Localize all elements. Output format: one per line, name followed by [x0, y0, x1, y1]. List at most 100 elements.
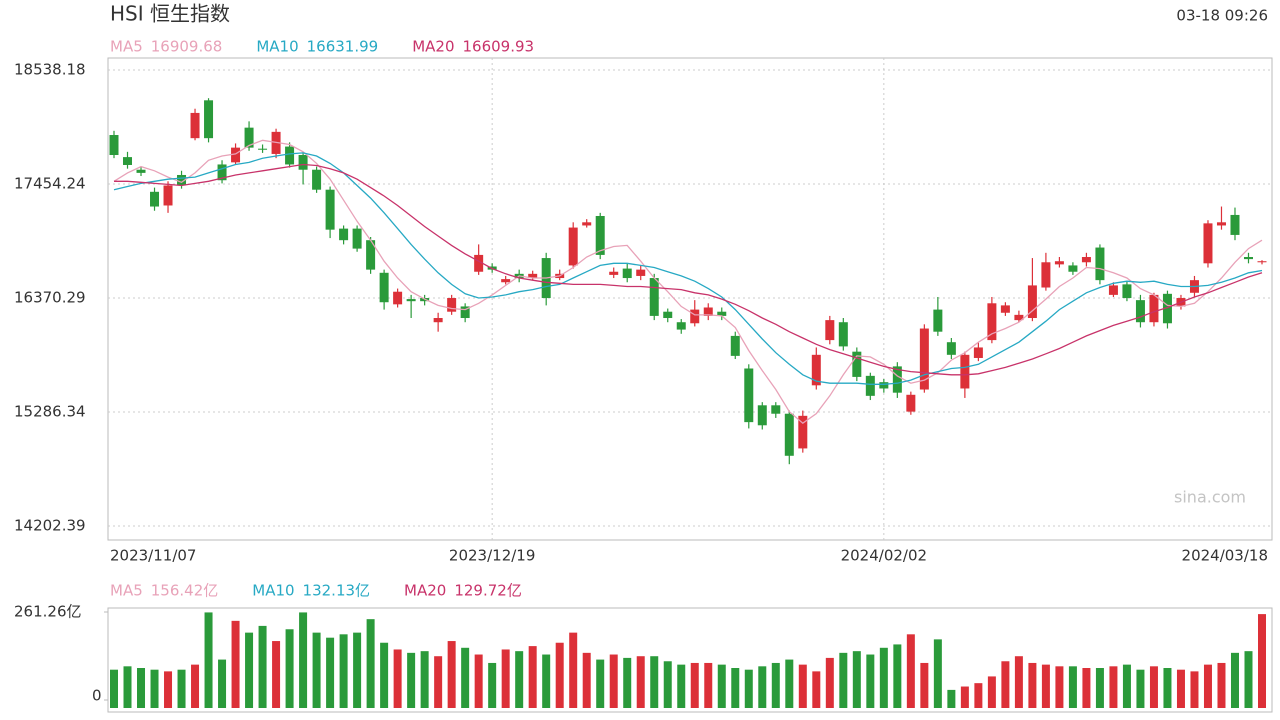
volume-bar	[852, 651, 861, 708]
candle-body	[1054, 261, 1064, 265]
candle-body	[852, 351, 862, 377]
legend-value: 16609.93	[463, 38, 535, 56]
volume-bar	[582, 652, 591, 708]
candle-body	[690, 309, 700, 324]
chart-title: HSI 恒生指数	[110, 2, 230, 26]
volume-bar	[650, 656, 659, 708]
volume-bar	[137, 668, 146, 708]
candle-body	[1014, 314, 1024, 321]
volume-bar	[299, 612, 308, 708]
y-tick-label: 14202.39	[14, 517, 86, 535]
candle-body	[177, 174, 187, 186]
ma-line	[113, 152, 1263, 385]
candle-body	[568, 227, 578, 266]
candle-body	[906, 394, 916, 412]
candle-body	[1108, 285, 1118, 295]
volume-bar	[1028, 662, 1037, 708]
volume-bar	[407, 652, 416, 708]
candle-body	[312, 169, 322, 190]
candle-body	[393, 291, 403, 305]
candle-body	[204, 100, 214, 139]
volume-bar	[866, 654, 875, 708]
candle-body	[447, 298, 457, 312]
candle-body	[663, 311, 673, 319]
volume-bar	[663, 661, 672, 708]
legend-value: 16909.68	[151, 38, 223, 56]
volume-bar	[893, 644, 902, 708]
volume-bar	[596, 659, 605, 708]
candle-body	[298, 154, 308, 170]
candle-body	[528, 273, 538, 279]
candle-body	[1081, 257, 1091, 263]
candle-body	[163, 185, 173, 206]
volume-bar	[1258, 614, 1266, 708]
candle-body	[258, 148, 268, 150]
candle-body	[190, 112, 200, 139]
candle-body	[123, 157, 133, 165]
candle-body	[501, 279, 511, 283]
volume-bar	[515, 651, 524, 708]
candle-body	[1095, 247, 1105, 281]
volume-bar	[1109, 666, 1118, 708]
legend-value: 16631.99	[307, 38, 379, 56]
y-tick-label: 0	[92, 687, 102, 705]
volume-bar	[150, 669, 159, 708]
volume-bar	[447, 641, 456, 708]
volume-bar	[312, 632, 321, 708]
candle-body	[1000, 305, 1010, 313]
candle-body	[987, 303, 997, 341]
volume-bar	[906, 634, 915, 708]
volume-bar	[677, 664, 686, 708]
candle-body	[1216, 222, 1226, 226]
volume-bar	[825, 657, 834, 708]
candle-body	[352, 228, 362, 249]
volume-bar	[555, 642, 564, 708]
volume-bar	[812, 671, 821, 708]
volume-bar	[1136, 669, 1145, 708]
candle-body	[1122, 284, 1132, 299]
volume-bar	[879, 647, 888, 708]
candle-body	[433, 318, 443, 323]
volume-bar	[960, 686, 969, 708]
volume-bar	[285, 629, 294, 708]
candle-body	[717, 311, 727, 316]
ma-line	[114, 163, 1263, 376]
volume-bar	[717, 664, 726, 708]
candle-body	[325, 189, 335, 230]
volume-bar	[461, 647, 470, 708]
candle-body	[825, 320, 835, 341]
volume-bar	[1122, 664, 1131, 708]
volume-bar	[110, 669, 118, 708]
candle-body	[757, 405, 767, 426]
candle-body	[595, 215, 605, 255]
legend-name: MA5	[110, 582, 143, 600]
candle-body	[406, 299, 416, 302]
volume-bar	[1001, 661, 1010, 708]
volume-bar	[474, 654, 483, 708]
legend-value: 129.72亿	[454, 582, 522, 600]
y-tick-label: 16370.29	[14, 288, 86, 306]
volume-bar	[1068, 666, 1077, 708]
candle-body	[150, 191, 160, 207]
volume-panel	[107, 607, 1273, 713]
candle-body	[919, 328, 929, 390]
legend-name: MA10	[256, 38, 298, 56]
volume-bar	[218, 659, 227, 708]
volume-bar	[1082, 668, 1091, 708]
y-tick-label: 15286.34	[14, 402, 86, 420]
candle-body	[784, 413, 794, 456]
volume-bar	[164, 671, 173, 708]
volume-bar	[245, 632, 254, 708]
ma-line	[113, 139, 1263, 425]
volume-bar	[1041, 664, 1050, 708]
candle-body	[1203, 223, 1213, 264]
volume-bar	[488, 662, 497, 708]
candle-body	[1149, 294, 1159, 323]
candle-body	[460, 306, 470, 319]
volume-bar	[1230, 652, 1239, 708]
candle-body	[879, 382, 889, 389]
volume-bar	[785, 659, 794, 708]
volume-bar	[1095, 668, 1104, 708]
x-tick-label: 2024/02/02	[841, 547, 927, 565]
volume-bar	[393, 649, 402, 708]
